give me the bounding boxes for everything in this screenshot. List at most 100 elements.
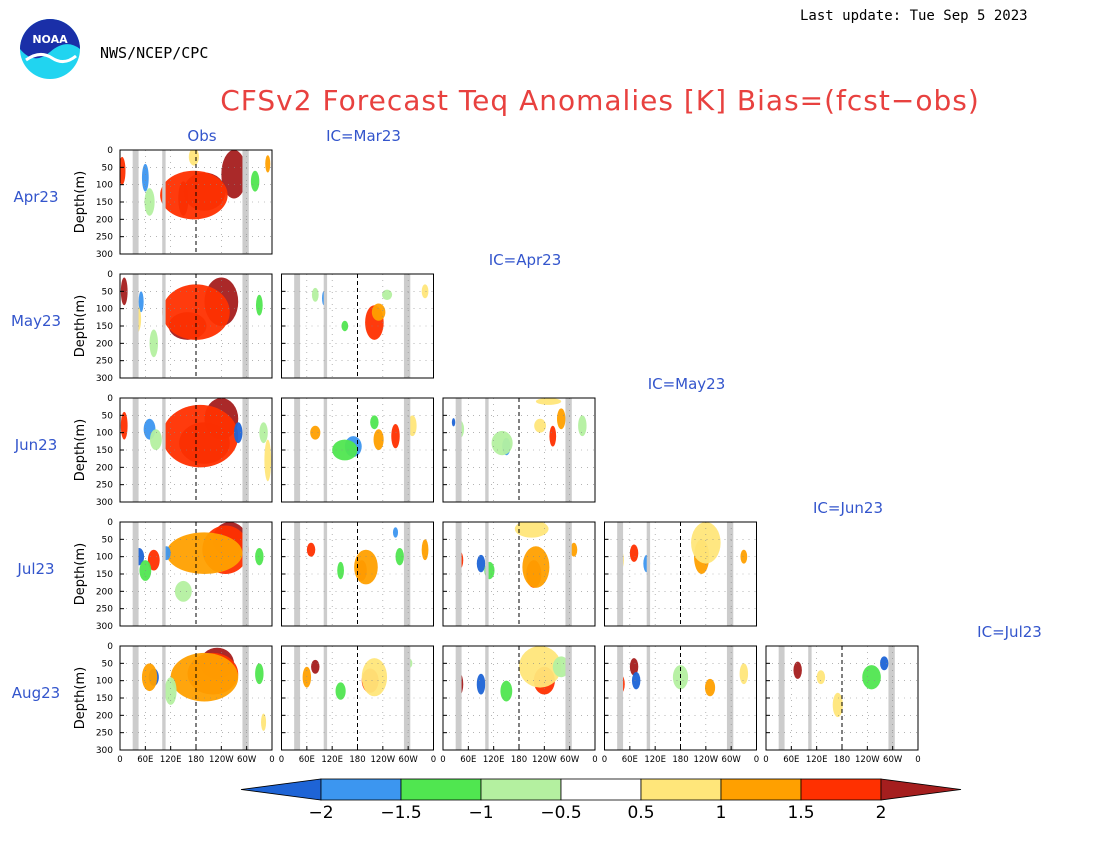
panel-Aug23-IC-Mar23: 0 60E 120E 180 120W 60W 0	[279, 645, 436, 765]
y-tick-label: 0	[107, 642, 113, 652]
land-mask	[162, 274, 166, 378]
anomaly-contour	[250, 170, 260, 192]
x-tick-label: 120E	[644, 755, 666, 765]
anomaly-contour	[476, 554, 486, 573]
panel-Aug23-IC-May23: 0 60E 120E 180 120W 60W 0	[602, 645, 759, 765]
column-title: IC=Mar23	[326, 127, 401, 145]
column-title: IC=Jun23	[813, 499, 883, 517]
panel-Apr23-Obs	[119, 149, 273, 255]
land-mask	[778, 646, 785, 750]
land-mask	[565, 398, 572, 502]
anomaly-contour	[255, 548, 264, 566]
colorbar-label: −1.5	[380, 803, 421, 823]
y-tick-label: 0	[107, 394, 113, 404]
anomaly-contour	[259, 422, 268, 444]
land-mask	[646, 646, 651, 750]
y-tick-label: 150	[96, 446, 113, 456]
column-title: Obs	[187, 127, 216, 145]
anomaly-contour	[816, 670, 826, 685]
land-mask	[323, 274, 328, 378]
x-tick-label: 0	[431, 755, 436, 765]
land-mask	[485, 646, 489, 750]
x-tick-label: 120W	[694, 755, 719, 765]
anomaly-contour	[162, 404, 239, 468]
y-tick-label: 50	[102, 287, 114, 297]
y-tick-label: 200	[96, 339, 113, 349]
colorbar-segment	[400, 778, 482, 801]
y-tick-label: 300	[96, 250, 113, 260]
x-tick-label: 180	[188, 755, 204, 765]
land-mask	[485, 522, 489, 626]
colorbar-segment	[560, 778, 642, 801]
panel-Aug23-IC-Apr23: 0 60E 120E 180 120W 60W 0	[440, 645, 598, 765]
x-tick-label: 60W	[399, 755, 419, 765]
land-mask	[162, 150, 166, 254]
land-mask	[403, 646, 411, 750]
panel-Aug23-IC-Jun23: 0 60E 120E 180 120W 60W 0	[763, 645, 921, 765]
anomaly-contour	[302, 666, 312, 688]
y-tick-label: 250	[96, 729, 113, 739]
land-mask	[132, 522, 139, 626]
column-title: IC=May23	[648, 375, 726, 393]
anomaly-contour	[234, 422, 243, 444]
land-mask	[565, 522, 572, 626]
panel-Jul23-Obs	[119, 521, 273, 627]
x-tick-label: 60W	[237, 755, 257, 765]
y-tick-label: 200	[96, 215, 113, 225]
land-mask	[162, 398, 166, 502]
colorbar-arrow-low	[240, 778, 322, 801]
anomaly-contour	[149, 429, 162, 450]
noaa-logo: NOAA	[18, 16, 82, 82]
anomaly-contour	[120, 156, 126, 185]
colorbar-label: 1	[716, 803, 727, 823]
anomaly-contour	[549, 425, 557, 447]
land-mask	[726, 646, 734, 750]
land-mask	[455, 398, 462, 502]
land-mask	[485, 398, 489, 502]
anomaly-contour	[629, 658, 639, 676]
x-tick-label: 180	[834, 755, 850, 765]
x-tick-label: 0	[763, 755, 768, 765]
x-tick-label: 180	[349, 755, 365, 765]
y-tick-label: 150	[96, 198, 113, 208]
x-tick-label: 120E	[321, 755, 343, 765]
y-tick-label: 250	[96, 233, 113, 243]
land-mask	[294, 274, 301, 378]
land-mask	[888, 646, 895, 750]
row-label: Apr23	[13, 188, 58, 206]
anomaly-contour	[361, 658, 388, 697]
colorbar-label: −0.5	[540, 803, 581, 823]
anomaly-contour	[691, 522, 721, 564]
anomaly-contour	[164, 677, 177, 705]
x-tick-label: 60E	[783, 755, 799, 765]
x-tick-label: 0	[117, 755, 122, 765]
x-tick-label: 60E	[622, 755, 638, 765]
colorbar-label: 0.5	[627, 803, 654, 823]
anomaly-contour	[265, 155, 271, 173]
anomaly-contour	[704, 678, 716, 697]
y-tick-label: 100	[96, 677, 113, 687]
y-tick-label: 300	[96, 374, 113, 384]
anomaly-contour	[395, 548, 404, 566]
anomaly-contour	[261, 713, 267, 731]
anomaly-contour	[255, 663, 264, 685]
y-tick-label: 100	[96, 181, 113, 191]
y-axis-label: Depth(m)	[73, 667, 88, 729]
y-tick-label: 50	[102, 659, 114, 669]
panel-Jun23-Obs	[119, 397, 273, 503]
y-tick-label: 200	[96, 463, 113, 473]
colorbar-arrow-high	[880, 778, 962, 801]
agency-label: NWS/NCEP/CPC	[100, 44, 209, 62]
land-mask	[323, 646, 328, 750]
anomaly-contour	[421, 539, 429, 561]
anomaly-contour	[120, 277, 128, 306]
land-mask	[242, 522, 249, 626]
row-label: Aug23	[12, 684, 60, 702]
anomaly-contour	[306, 542, 316, 557]
anomaly-contour	[534, 418, 547, 433]
anomaly-contour	[264, 439, 272, 482]
land-mask	[294, 522, 301, 626]
y-tick-label: 0	[107, 146, 113, 156]
anomaly-contour	[578, 415, 587, 437]
